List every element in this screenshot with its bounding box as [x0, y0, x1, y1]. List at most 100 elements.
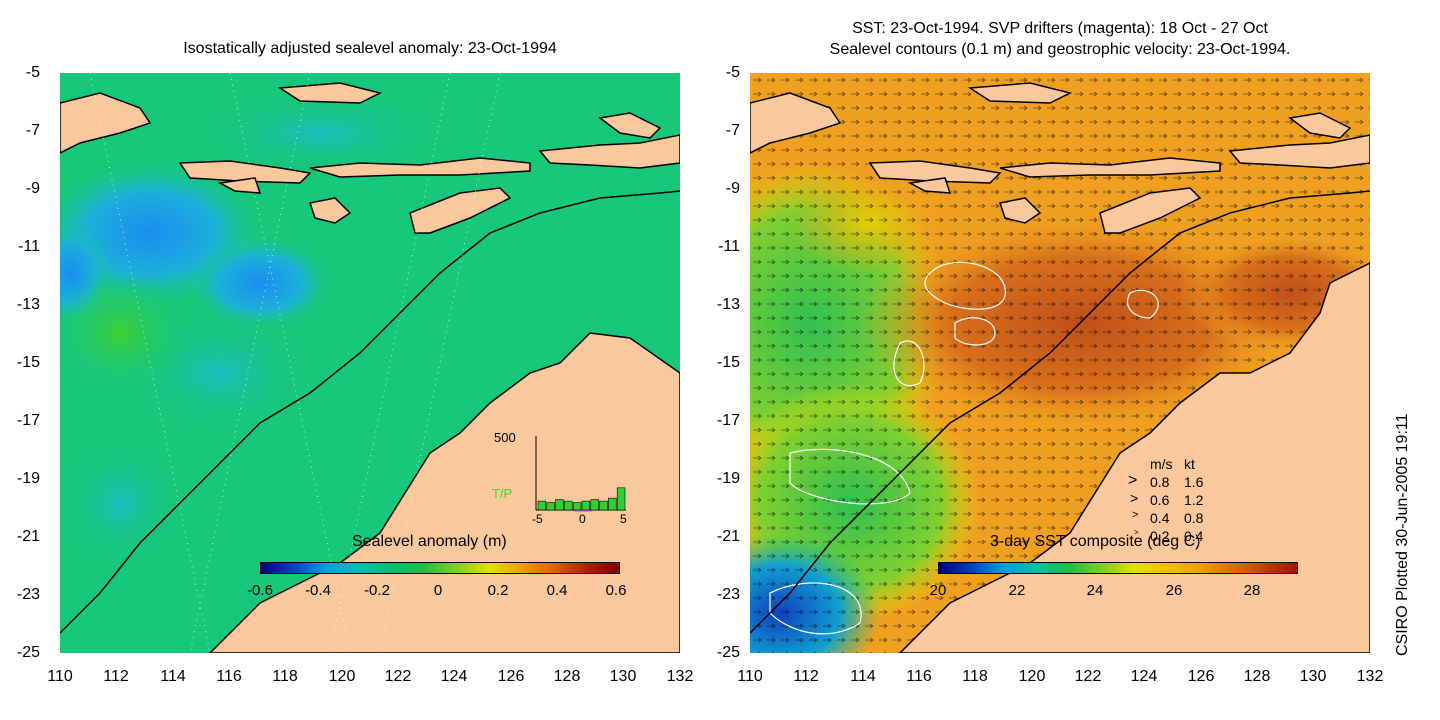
left-xtick: 126 [497, 668, 525, 685]
left-cb-tick: -0.4 [305, 582, 331, 599]
right-xtick: 114 [850, 668, 876, 685]
inset-xtick: 5 [620, 512, 627, 526]
right-xtick: 130 [1299, 668, 1327, 685]
right-cb-tick: 22 [1008, 582, 1026, 599]
left-cb-tick: -0.6 [247, 582, 273, 599]
left-ytick: -5 [25, 64, 40, 81]
inset-bar [555, 499, 564, 511]
right-cb-tick: 28 [1243, 582, 1261, 599]
left-cb-tick: 0 [433, 582, 443, 599]
right-ytick: -15 [716, 354, 740, 371]
inset-bar [581, 500, 591, 511]
left-ytick: -21 [16, 528, 40, 545]
inset-bar [564, 500, 573, 511]
inset-plot [535, 436, 626, 512]
right-map [750, 73, 1370, 653]
right-colorbar-label: 3-day SST composite (deg C) [990, 533, 1201, 550]
left-land-islands [60, 82, 680, 234]
left-xtick: 128 [553, 668, 581, 685]
legend-arrow-icon: > [1130, 490, 1139, 506]
legend-ms-value: 0.4 [1150, 510, 1170, 526]
right-ytick: -17 [716, 412, 740, 429]
right-panel-title-line1: SST: 23-Oct-1994. SVP drifters (magenta)… [852, 20, 1268, 37]
legend-ms-value: 0.2 [1150, 528, 1170, 544]
legend-kt-value: 0.4 [1184, 528, 1204, 544]
left-cb-tick: -0.2 [364, 582, 390, 599]
legend-ms-value: 0.6 [1150, 492, 1170, 508]
left-xtick: 132 [666, 668, 694, 685]
left-ytick: -7 [25, 122, 40, 139]
left-ytick: -9 [25, 180, 40, 197]
right-land-australia [898, 262, 1370, 653]
right-xtick: 122 [1074, 668, 1102, 685]
inset-histogram: 500 T/P -5 0 5 [490, 428, 640, 528]
inset-bar [546, 502, 555, 511]
left-colorbar [260, 562, 620, 574]
right-ytick: -21 [716, 528, 740, 545]
right-ytick: -19 [716, 470, 740, 487]
legend-arrow-icon: > [1132, 509, 1139, 521]
left-ytick: -11 [18, 238, 40, 255]
legend-kt-value: 1.2 [1184, 492, 1204, 508]
left-cb-tick: 0.2 [487, 582, 509, 599]
left-xtick: 118 [272, 668, 298, 685]
left-ytick: -17 [16, 412, 40, 429]
right-ytick: -5 [725, 64, 740, 81]
left-ytick: -19 [16, 470, 40, 487]
legend-kt-value: 1.6 [1184, 474, 1204, 490]
left-ytick: -13 [16, 296, 40, 313]
right-land-islands [750, 82, 1370, 234]
inset-xtick: 0 [579, 512, 586, 526]
left-xtick: 122 [384, 668, 412, 685]
right-xtick: 110 [737, 668, 763, 685]
right-cb-tick: 24 [1086, 582, 1104, 599]
right-xtick: 118 [962, 668, 988, 685]
right-cb-tick: 20 [929, 582, 947, 599]
left-xtick: 112 [103, 668, 129, 685]
right-xtick: 124 [1130, 668, 1158, 685]
left-xtick: 110 [47, 668, 73, 685]
inset-series-label: T/P [492, 486, 513, 501]
right-ytick: -11 [718, 238, 740, 255]
plot-stamp: CSIRO Plotted 30-Jun-2005 19:11 [1394, 413, 1411, 656]
legend-arrow-icon: > [1128, 472, 1138, 489]
left-ytick: -15 [16, 354, 40, 371]
right-xtick: 120 [1018, 668, 1046, 685]
inset-bar [537, 500, 547, 511]
sealevel-contours [769, 261, 1159, 635]
right-xtick: 128 [1243, 668, 1271, 685]
left-xtick: 120 [328, 668, 356, 685]
inset-bar [572, 502, 582, 511]
right-cb-tick: 26 [1165, 582, 1183, 599]
right-xtick: 112 [793, 668, 819, 685]
right-ytick: -7 [725, 122, 740, 139]
inset-ymax-label: 500 [494, 430, 516, 445]
left-colorbar-label: Sealevel anomaly (m) [352, 533, 507, 550]
right-xtick: 126 [1187, 668, 1215, 685]
left-cb-tick: 0.6 [605, 582, 627, 599]
right-ytick: -23 [716, 586, 740, 603]
inset-bar [616, 487, 626, 511]
left-panel-title: Isostatically adjusted sealevel anomaly:… [183, 40, 557, 57]
inset-xtick: -5 [532, 512, 543, 526]
right-colorbar [938, 562, 1298, 574]
right-ytick: -13 [716, 296, 740, 313]
right-ytick: -9 [725, 180, 740, 197]
right-map-canvas [750, 73, 1370, 653]
left-xtick: 124 [440, 668, 468, 685]
inset-bar [608, 497, 617, 511]
legend-arrow-icon: > [1134, 528, 1139, 537]
legend-kt-value: 0.8 [1184, 510, 1204, 526]
legend-ms-value: 0.8 [1150, 474, 1170, 490]
inset-bar [599, 500, 608, 511]
velocity-legend: m/s kt > 0.8 1.6 > 0.6 1.2 > 0.4 0.8 > 0… [1128, 456, 1268, 556]
inset-bar [590, 499, 599, 511]
left-xtick: 130 [609, 668, 637, 685]
right-xtick: 132 [1356, 668, 1384, 685]
left-xtick: 114 [160, 668, 186, 685]
right-ytick: -25 [716, 644, 740, 661]
right-xtick: 116 [906, 668, 932, 685]
legend-header-ms: m/s [1150, 456, 1173, 472]
legend-header-kt: kt [1184, 456, 1195, 472]
left-xtick: 116 [216, 668, 242, 685]
